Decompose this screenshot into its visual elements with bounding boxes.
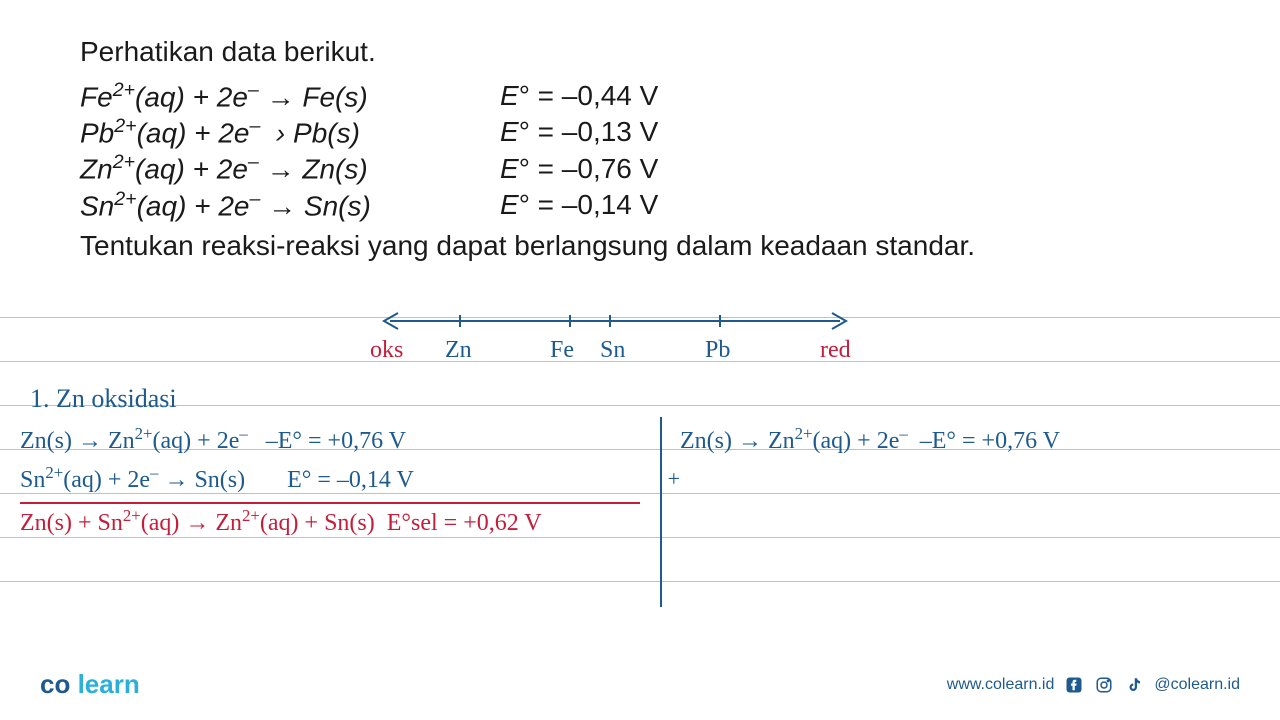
footer-right: www.colearn.id @colearn.id <box>947 675 1240 695</box>
work-right-column: Zn(s) → Zn2+(aq) + 2e– –E° = +0,76 V <box>680 424 1260 463</box>
red-underline <box>20 502 640 504</box>
problem-question: Tentukan reaksi-reaksi yang dapat berlan… <box>80 224 1200 269</box>
equation-row-4: Sn2+(aq) + 2e– → Sn(s) E° = –0,14 V <box>80 188 1200 222</box>
number-line-svg <box>380 309 850 339</box>
work-left-line1: Zn(s) → Zn2+(aq) + 2e– –E° = +0,76 V <box>20 424 660 455</box>
eq3-left: Zn2+(aq) + 2e– → Zn(s) <box>80 151 500 185</box>
eq1-left: Fe2+(aq) + 2e– → Fe(s) <box>80 79 500 113</box>
footer-handle: @colearn.id <box>1154 676 1240 694</box>
tiktok-icon <box>1124 675 1144 695</box>
work-heading: 1. Zn oksidasi <box>30 384 177 414</box>
nl-sn: Sn <box>600 337 625 364</box>
work-right-line1: Zn(s) → Zn2+(aq) + 2e– –E° = +0,76 V <box>680 424 1260 455</box>
nl-red: red <box>820 337 851 364</box>
problem-intro: Perhatikan data berikut. <box>80 30 1200 75</box>
nl-oks: oks <box>370 337 403 364</box>
equation-row-1: Fe2+(aq) + 2e– → Fe(s) E° = –0,44 V <box>80 79 1200 113</box>
work-left-column: Zn(s) → Zn2+(aq) + 2e– –E° = +0,76 V Sn2… <box>20 424 660 545</box>
eq2-right: E° = –0,13 V <box>500 116 658 148</box>
nl-pb: Pb <box>705 337 730 364</box>
brand-logo: co learn <box>40 669 140 700</box>
nl-fe: Fe <box>550 337 574 364</box>
logo-learn: learn <box>78 669 140 699</box>
facebook-icon <box>1064 675 1084 695</box>
equation-row-2: Pb2+(aq) + 2e– › Pb(s) E° = –0,13 V <box>80 115 1200 149</box>
plus-sign: + <box>668 466 680 492</box>
eq1-right: E° = –0,44 V <box>500 80 658 112</box>
eq4-right: E° = –0,14 V <box>500 189 658 221</box>
footer: co learn www.colearn.id @colearn.id <box>0 669 1280 700</box>
work-left-result: Zn(s) + Sn2+(aq) → Zn2+(aq) + Sn(s) E°se… <box>20 506 660 537</box>
vertical-divider <box>660 417 662 607</box>
nl-zn: Zn <box>445 337 472 364</box>
equation-row-3: Zn2+(aq) + 2e– → Zn(s) E° = –0,76 V <box>80 151 1200 185</box>
logo-co: co <box>40 669 70 699</box>
work-left-line2: Sn2+(aq) + 2e– → Sn(s) E° = –0,14 V <box>20 463 660 494</box>
eq4-left: Sn2+(aq) + 2e– → Sn(s) <box>80 188 500 222</box>
eq3-right: E° = –0,76 V <box>500 153 658 185</box>
eq2-left: Pb2+(aq) + 2e– › Pb(s) <box>80 115 500 149</box>
number-line-diagram: oks Zn Fe Sn Pb red <box>380 309 850 344</box>
instagram-icon <box>1094 675 1114 695</box>
footer-url: www.colearn.id <box>947 676 1055 694</box>
